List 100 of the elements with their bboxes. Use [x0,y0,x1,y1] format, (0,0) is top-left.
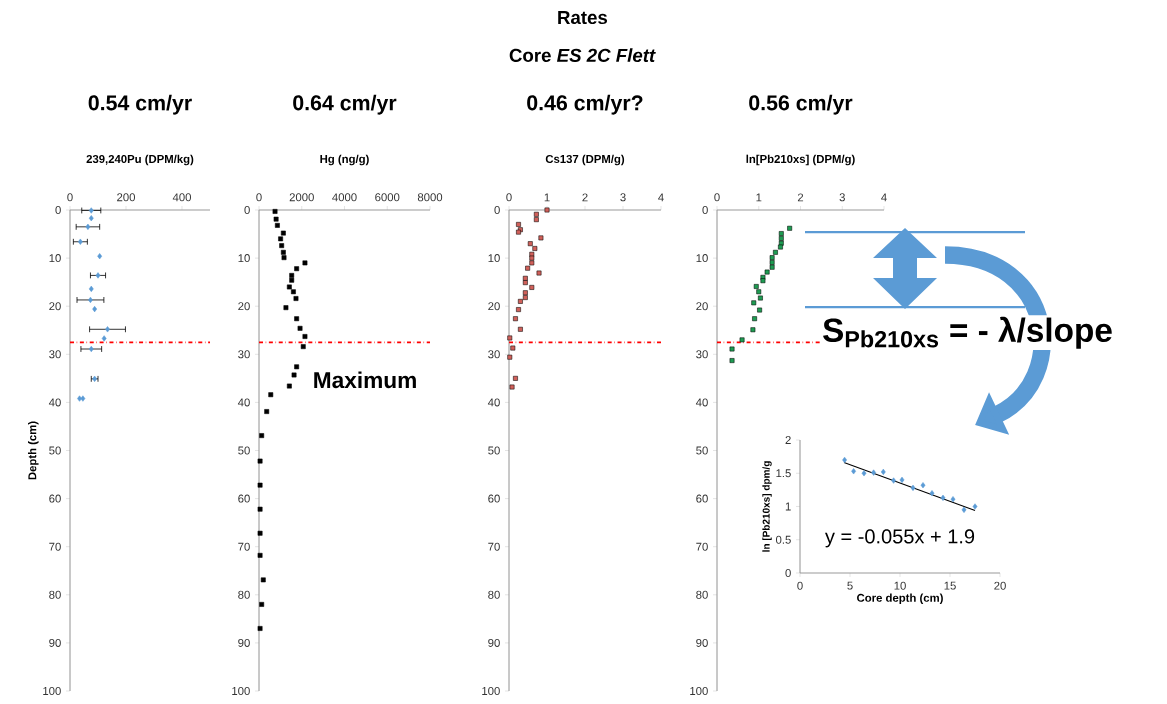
y-tick-label: 70 [696,542,708,551]
annotation: S$_{Pb210xs}$ = - λ/slope [823,316,1112,349]
point [280,249,286,255]
x-tick-label: 2 [582,193,588,202]
point [257,506,263,512]
point [778,244,783,250]
point [289,277,295,283]
x-tick-label: 0 [256,193,262,202]
point [509,384,515,390]
y-tick-label: 0 [55,206,61,215]
y-tick-label: 1.5 [776,469,791,478]
point [297,325,303,331]
y-tick-label: 60 [238,494,250,503]
y-tick-label: 50 [488,446,500,455]
point [286,284,292,290]
point [533,211,539,217]
point [525,265,531,271]
point [302,260,308,266]
x-tick-label: 4000 [332,193,357,202]
point [529,251,535,257]
point [283,305,289,311]
point [105,326,110,333]
point [510,345,516,351]
point [529,260,535,266]
x-tick-label: 1 [756,193,762,202]
x-tick-label: 4 [658,193,664,202]
point [293,296,299,301]
annotation: Maximum [314,371,416,389]
y-tick-label: 70 [488,542,500,551]
x-tick-label: 15 [944,581,956,590]
point [77,238,83,245]
point [532,246,538,251]
point [513,316,518,322]
point [522,295,528,300]
chart-title: 0.56 cm/yr [749,94,853,115]
point [101,335,107,342]
point [518,326,523,332]
point [278,236,283,242]
point [302,334,308,339]
point [273,216,279,222]
x-tick-label: 6000 [375,193,400,202]
point [527,241,533,247]
y-tick-label: 10 [238,254,250,263]
x-axis-title: ln[Pb210xs] (DPM/g) [746,154,855,166]
x-axis-title: Cs137 (DPM/g) [545,154,625,166]
point [513,375,518,381]
y-tick-label: 10 [488,254,500,263]
point [257,482,263,488]
y-tick-label: 20 [238,302,250,311]
point [281,255,287,261]
point [291,372,297,378]
point [871,469,876,476]
point [97,253,103,260]
point [851,468,856,475]
point [507,354,513,360]
point [516,307,521,312]
point [516,222,521,227]
y-tick-label: 60 [488,494,500,503]
point [758,295,763,301]
point [950,496,956,503]
x-tick-label: 1 [544,193,550,202]
point [536,270,542,276]
y-tick-label: 0 [702,206,708,215]
point [274,222,280,228]
y-tick-label: 100 [482,687,500,696]
y-tick-label: 50 [238,446,250,455]
x-tick-label: 20 [994,581,1006,590]
point [861,470,867,477]
point [880,468,886,475]
y-tick-label: 10 [696,254,708,263]
point [88,207,94,214]
y-tick-label: 90 [238,638,250,647]
x-tick-label: 5 [847,581,853,590]
y-tick-label: 100 [232,687,250,696]
point [294,364,300,370]
point [300,344,306,350]
x-tick-label: 0 [506,193,512,202]
text: Core ES 2C Flett [509,48,656,62]
y-tick-label: 80 [49,590,61,599]
x-tick-label: 4 [881,193,887,202]
point [259,602,265,607]
x-tick-label: 0 [67,193,73,202]
y-tick-label: 90 [49,638,61,647]
point [294,266,300,272]
chart-title: 0.64 cm/yr [293,94,397,115]
point [756,289,762,295]
y-tick-label: 90 [488,638,500,647]
point [760,278,766,284]
point [778,231,784,236]
y-tick-label: 80 [488,590,500,599]
y-tick-label: 70 [49,542,61,551]
y-tick-label: 2 [785,436,791,444]
point [88,215,94,222]
point [507,335,513,341]
point [92,306,98,313]
y-tick-label: 40 [48,398,61,407]
point [899,476,905,483]
point [910,484,916,491]
y-tick-label: 20 [49,302,61,311]
x-tick-label: 3 [620,193,626,202]
